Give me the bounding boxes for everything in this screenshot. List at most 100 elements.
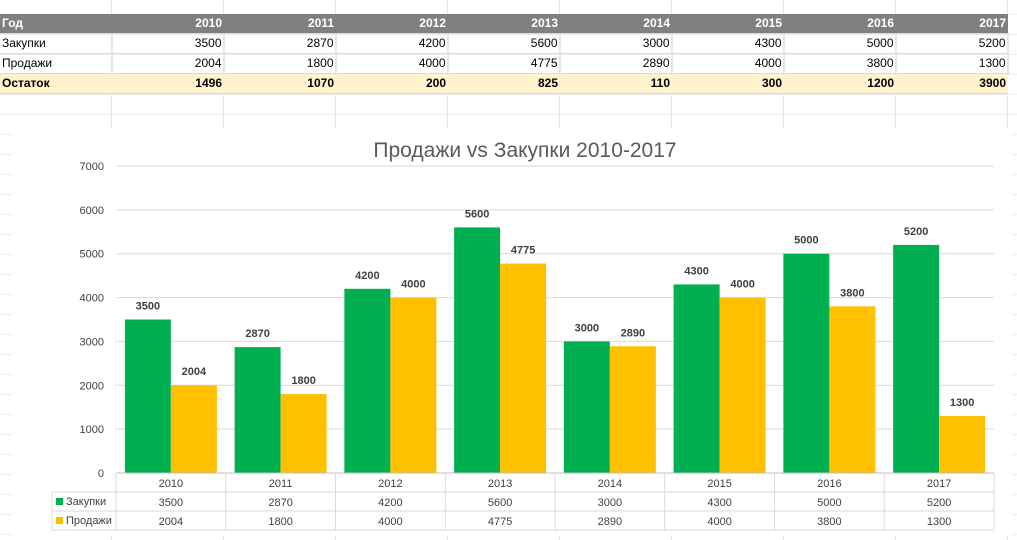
data-label: 5000	[794, 235, 818, 247]
row-label-cell[interactable]: Закупки	[0, 33, 113, 54]
legend-label: Закупки	[66, 496, 106, 508]
table-value: 3500	[159, 497, 183, 509]
table-value: 2870	[268, 497, 292, 509]
table-value: 2890	[598, 516, 622, 528]
bar-purchases	[234, 347, 281, 473]
category-label: 2015	[707, 478, 731, 490]
value-cell[interactable]: 4000	[672, 53, 785, 74]
data-label: 4775	[511, 245, 535, 257]
table-value: 4300	[707, 497, 731, 509]
y-tick-label: 3000	[80, 336, 104, 348]
y-tick-label: 4000	[80, 293, 104, 305]
data-label: 1800	[291, 375, 315, 387]
bar-purchases	[454, 227, 501, 473]
header-cell-year[interactable]: 2010	[112, 14, 224, 34]
value-cell[interactable]: 5600	[448, 33, 561, 54]
data-table: Год 2010 2011 2012 2013 2014 2015 2016 2017 Закуп…	[0, 14, 1009, 94]
data-label: 3800	[840, 287, 864, 299]
bar-purchases	[783, 253, 830, 473]
table-value: 4200	[378, 497, 402, 509]
data-label: 2870	[245, 328, 269, 340]
table-value: 1800	[268, 516, 292, 528]
data-label: 4000	[401, 279, 425, 291]
bar-purchases	[124, 319, 171, 473]
table-value: 4000	[378, 516, 402, 528]
value-cell[interactable]: 2890	[560, 53, 673, 74]
sales-row: Продажи 2004 1800 4000 4775 2890 4000 3800 1300	[0, 53, 1009, 74]
data-label: 2890	[621, 327, 645, 339]
data-label: 5200	[904, 226, 928, 238]
category-label: 2013	[488, 478, 512, 490]
value-cell[interactable]: 4300	[672, 33, 785, 54]
bar-sales	[609, 346, 656, 473]
bar-purchases	[673, 284, 720, 473]
y-tick-label: 0	[98, 468, 104, 480]
value-cell[interactable]: 3000	[560, 33, 673, 54]
chart-title: Продажи vs Закупки 2010-2017	[373, 139, 676, 162]
category-label: 2017	[927, 478, 951, 490]
bar-sales	[280, 394, 327, 473]
table-value: 4000	[707, 516, 731, 528]
category-label: 2016	[817, 478, 841, 490]
category-label: 2014	[598, 478, 622, 490]
value-cell[interactable]: 1070	[224, 73, 336, 94]
value-cell[interactable]: 3500	[112, 33, 225, 54]
category-label: 2012	[378, 478, 402, 490]
legend-key	[56, 517, 63, 524]
bar-sales	[939, 415, 986, 473]
table-value: 3000	[598, 497, 622, 509]
table-value: 5000	[817, 497, 841, 509]
data-label: 2004	[182, 366, 207, 378]
header-cell-year[interactable]: 2014	[560, 14, 672, 34]
chart-area[interactable]: Продажи vs Закупки 2010-2017 0 1000 2000 300…	[12, 128, 1012, 536]
y-tick-label: 2000	[80, 380, 104, 392]
data-label: 4300	[684, 265, 708, 277]
legend-key	[56, 498, 63, 505]
value-cell[interactable]: 4000	[336, 53, 449, 74]
value-cell[interactable]: 2870	[224, 33, 337, 54]
bar-sales	[170, 385, 217, 473]
table-value: 3800	[817, 516, 841, 528]
value-cell[interactable]: 300	[672, 73, 784, 94]
value-cell[interactable]: 1800	[224, 53, 337, 74]
table-value: 2004	[159, 516, 183, 528]
table-value: 5200	[927, 497, 951, 509]
value-cell[interactable]: 4775	[448, 53, 561, 74]
header-cell-year[interactable]: 2013	[448, 14, 560, 34]
value-cell[interactable]: 5000	[784, 33, 897, 54]
value-cell[interactable]: 825	[448, 73, 560, 94]
data-label: 4200	[355, 270, 379, 282]
row-label-cell[interactable]: Продажи	[0, 53, 113, 74]
bar-sales	[390, 297, 437, 473]
category-label: 2010	[159, 478, 183, 490]
header-cell-year[interactable]: 2017	[896, 14, 1008, 34]
header-cell-year[interactable]: 2012	[336, 14, 448, 34]
bar-purchases	[563, 341, 610, 473]
table-value: 5600	[488, 497, 512, 509]
data-label: 5600	[465, 208, 489, 220]
bar-sales	[829, 306, 876, 473]
category-label: 2011	[269, 478, 293, 490]
value-cell[interactable]: 1200	[784, 73, 896, 94]
value-cell[interactable]: 1300	[896, 53, 1009, 74]
y-tick-label: 5000	[80, 249, 104, 261]
value-cell[interactable]: 110	[560, 73, 672, 94]
purchases-row: Закупки 3500 2870 4200 5600 3000 4300 5000 5200	[0, 33, 1009, 54]
header-cell-year[interactable]: 2015	[672, 14, 784, 34]
data-label: 3500	[136, 301, 160, 313]
value-cell[interactable]: 1496	[112, 73, 224, 94]
header-cell-year[interactable]: 2011	[224, 14, 336, 34]
value-cell[interactable]: 4200	[336, 33, 449, 54]
header-cell-label[interactable]: Год	[0, 14, 112, 34]
data-label: 1300	[950, 397, 974, 409]
y-tick-label: 7000	[80, 161, 104, 173]
value-cell[interactable]: 3800	[784, 53, 897, 74]
value-cell[interactable]: 2004	[112, 53, 225, 74]
bar-purchases	[893, 244, 940, 473]
row-label-cell[interactable]: Остаток	[0, 73, 112, 94]
value-cell[interactable]: 3900	[896, 73, 1008, 94]
value-cell[interactable]: 200	[336, 73, 448, 94]
data-label: 3000	[575, 322, 599, 334]
value-cell[interactable]: 5200	[896, 33, 1009, 54]
header-cell-year[interactable]: 2016	[784, 14, 896, 34]
